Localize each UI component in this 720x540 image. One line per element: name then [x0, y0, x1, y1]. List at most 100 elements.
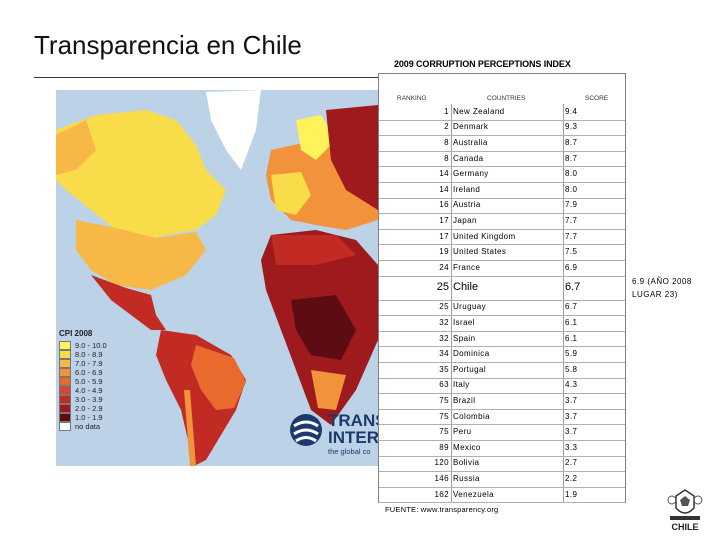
table-row: 89 Mexico 3.3	[379, 440, 625, 456]
ti-globe-icon	[290, 414, 322, 446]
score-cell: 3.7	[565, 395, 578, 405]
legend-item: 4.0 - 4.9	[59, 386, 129, 395]
table-row: 32 Spain 6.1	[379, 331, 625, 347]
slide-title: Transparencia en Chile	[34, 30, 302, 60]
central-africa-shape	[291, 295, 356, 360]
row-divider	[379, 213, 625, 215]
row-divider	[379, 182, 625, 183]
row-divider	[379, 346, 625, 348]
gobierno-de-chile-logo: CHILE	[660, 486, 710, 536]
row-divider	[379, 330, 625, 332]
row-divider	[379, 299, 625, 301]
legend-item: no data	[59, 422, 129, 431]
rank-cell: 8	[444, 137, 449, 147]
chile-shape	[184, 390, 196, 466]
legend-label: 2.0 - 2.9	[75, 404, 103, 413]
score-cell: 7.7	[565, 231, 578, 241]
rank-cell: 75	[439, 411, 449, 421]
table-row-highlight: 25 Chile 6.7	[379, 276, 625, 300]
row-divider	[379, 260, 625, 261]
row-divider	[379, 455, 625, 457]
score-cell: 6.1	[565, 317, 578, 327]
country-cell: Dominica	[453, 349, 490, 359]
rank-cell: 89	[439, 442, 449, 452]
ti-logo-text: TRANS INTER	[328, 412, 378, 446]
country-cell: Germany	[453, 169, 489, 179]
transparency-international-logo: TRANS INTER the global co	[288, 408, 378, 458]
north-america-shape	[56, 110, 226, 240]
score-cell: 6.1	[565, 333, 578, 343]
score-cell: 9.4	[565, 106, 578, 116]
country-cell: Colombia	[453, 411, 490, 421]
table-row: 16 Austria 7.9	[379, 198, 625, 214]
rank-cell: 35	[439, 364, 449, 374]
rank-cell: 32	[439, 333, 449, 343]
legend-item: 3.0 - 3.9	[59, 395, 129, 404]
legend-swatch	[59, 359, 71, 368]
legend-label: 5.0 - 5.9	[75, 377, 103, 386]
table-row: 162 Venezuela 1.9	[379, 487, 625, 503]
rank-cell: 146	[434, 473, 449, 483]
rank-cell: 162	[434, 489, 449, 499]
row-divider	[379, 486, 625, 488]
table-row: 19 United States 7.5	[379, 244, 625, 260]
greenland-shape	[206, 90, 261, 170]
rank-cell: 1	[444, 106, 449, 116]
legend-label: no data	[75, 422, 101, 431]
country-cell: Japan	[453, 215, 477, 225]
table-row: 14 Germany 8.0	[379, 166, 625, 182]
legend-label: 3.0 - 3.9	[75, 395, 103, 404]
country-cell: France	[453, 262, 481, 272]
rank-cell: 17	[439, 231, 449, 241]
table-row: 32 Israel 6.1	[379, 315, 625, 331]
table-row: 2 Denmark 9.3	[379, 120, 625, 136]
score-cell: 7.9	[565, 200, 578, 210]
country-cell: Australia	[453, 137, 488, 147]
score-cell: 3.7	[565, 411, 578, 421]
country-cell: Bolivia	[453, 458, 480, 468]
rank-cell: 16	[439, 200, 449, 210]
legend-label: 4.0 - 4.9	[75, 386, 103, 395]
country-cell: Denmark	[453, 122, 489, 132]
score-cell: 7.5	[565, 247, 578, 257]
score-cell: 6.7	[565, 281, 581, 294]
rank-cell: 2	[444, 122, 449, 132]
legend-item: 1.0 - 1.9	[59, 413, 129, 422]
country-cell: Venezuela	[453, 489, 494, 499]
legend-item: 2.0 - 2.9	[59, 404, 129, 413]
legend-swatch	[59, 368, 71, 377]
row-divider	[379, 244, 625, 246]
rank-cell: 19	[439, 247, 449, 257]
table-row: 25 Uruguay 6.7	[379, 300, 625, 316]
score-cell: 3.7	[565, 427, 578, 437]
header-score: SCORE	[585, 95, 609, 102]
mexico-shape	[91, 275, 166, 330]
country-cell: Russia	[453, 473, 480, 483]
scandinavia-shape	[296, 115, 336, 160]
legend-item: 9.0 - 10.0	[59, 341, 129, 350]
western-europe-shape	[271, 172, 311, 215]
country-cell: Peru	[453, 427, 472, 437]
row-divider	[379, 197, 625, 199]
score-cell: 6.7	[565, 302, 578, 312]
country-cell: Israel	[453, 317, 475, 327]
country-cell: New Zealand	[453, 106, 505, 116]
usa-shape	[76, 220, 206, 290]
chile-coat-of-arms-icon	[667, 489, 703, 520]
rank-cell: 14	[439, 184, 449, 194]
legend-swatch	[59, 413, 71, 422]
legend-swatch	[59, 350, 71, 359]
country-cell: Austria	[453, 200, 481, 210]
rank-cell: 25	[439, 302, 449, 312]
table-row: 146 Russia 2.2	[379, 471, 625, 487]
row-divider	[379, 275, 625, 277]
score-cell: 2.2	[565, 473, 578, 483]
source-credit: FUENTE: www.transparency.org	[385, 505, 499, 514]
column-divider	[563, 104, 564, 503]
table-title: 2009 CORRUPTION PERCEPTIONS INDEX	[394, 59, 571, 69]
table-row: 8 Australia 8.7	[379, 135, 625, 151]
rank-cell: 25	[436, 281, 449, 294]
rank-cell: 17	[439, 215, 449, 225]
legend-item: 7.0 - 7.9	[59, 359, 129, 368]
chile-note-line1: 6.9 (AÑO 2008	[632, 277, 692, 286]
